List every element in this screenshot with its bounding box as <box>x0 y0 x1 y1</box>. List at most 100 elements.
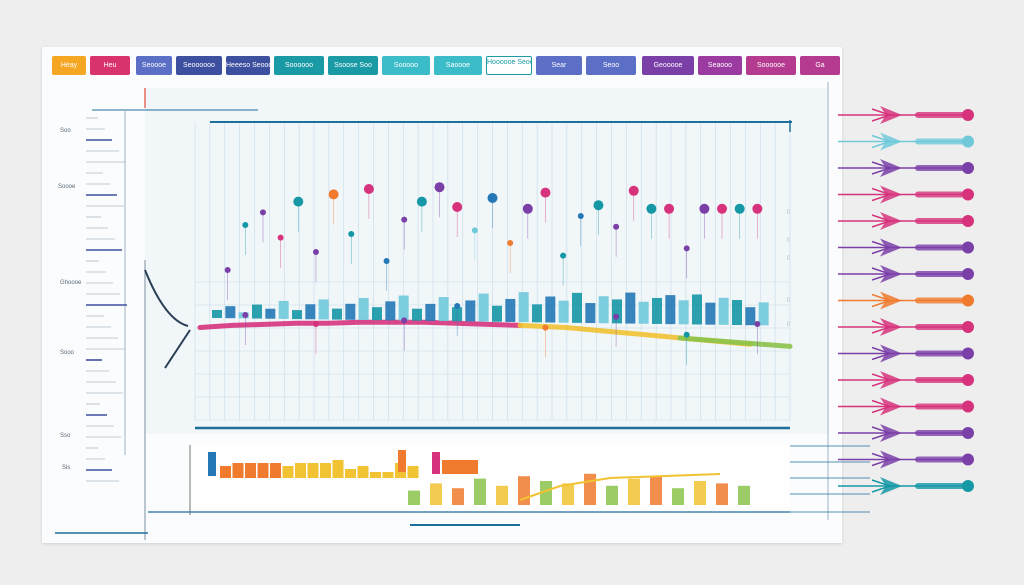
tab-12[interactable]: Geooooe <box>642 56 694 75</box>
bar <box>758 302 769 326</box>
scatter-point <box>277 234 284 241</box>
arrow-fletching-back <box>871 161 893 175</box>
lower-bar <box>345 469 356 478</box>
lower-bar-secondary <box>474 478 486 505</box>
arrow-fletching-back <box>871 267 893 281</box>
arrow-tip <box>962 374 974 386</box>
bar <box>545 296 556 323</box>
arrow-fletching-back <box>871 346 893 361</box>
arrow-tip <box>962 400 974 413</box>
trend-line-0 <box>197 319 523 330</box>
trend-line-2 <box>677 335 793 349</box>
bar <box>665 295 676 325</box>
arrow-tip <box>962 427 974 439</box>
bar <box>305 304 316 320</box>
bar <box>678 300 689 325</box>
tab-0[interactable]: Heay <box>52 56 86 75</box>
tab-14[interactable]: Soooooe <box>746 56 796 75</box>
lower-bar-accent <box>398 450 406 472</box>
tab-6[interactable]: Ssoose Soo <box>328 56 378 75</box>
y-axis-label-0: Soo <box>60 128 71 134</box>
lower-bar-accent <box>432 452 440 474</box>
arrow-bar <box>915 297 965 304</box>
tab-11[interactable]: Seoo <box>586 56 636 75</box>
bar <box>385 301 396 321</box>
lower-bar-secondary <box>496 485 508 505</box>
scatter-point <box>452 202 463 212</box>
tab-13[interactable]: Seaooo <box>698 56 742 75</box>
arrow-fletching-back <box>871 214 893 228</box>
lower-bar <box>320 463 331 478</box>
arrow-fletching-back <box>871 134 893 149</box>
y-axis-label-5: Sis <box>62 465 71 471</box>
tab-3[interactable]: Seoooooo <box>176 56 222 75</box>
lower-bar-secondary <box>716 483 728 505</box>
scatter-point <box>717 203 728 214</box>
y-axis-label-2: Ghoooe <box>60 280 82 286</box>
scatter-point <box>312 321 319 327</box>
bar <box>532 304 542 323</box>
arrow-fletching-back <box>871 320 893 334</box>
scatter-point <box>593 200 604 211</box>
arrow-bar <box>915 244 965 251</box>
arrow-bar <box>915 456 965 463</box>
scatter-point <box>628 185 639 196</box>
bar <box>518 292 529 323</box>
lower-trend <box>519 473 721 501</box>
scatter-point <box>613 313 620 320</box>
tab-15[interactable]: Ga <box>800 56 840 75</box>
lower-bar-secondary <box>584 473 596 505</box>
bar <box>318 299 329 320</box>
tab-8[interactable]: Saoooe <box>434 56 482 75</box>
arrow-tip <box>962 480 974 492</box>
lower-bar-secondary <box>540 481 552 505</box>
tab-1[interactable]: Heu <box>90 56 130 75</box>
scatter-point <box>683 331 690 338</box>
bracket-arrow <box>144 269 191 369</box>
scatter-point <box>383 258 390 264</box>
bar <box>398 295 409 321</box>
arrow-bar <box>915 403 965 410</box>
scatter-point <box>328 189 339 200</box>
bar <box>718 297 729 325</box>
lower-bar <box>232 463 244 478</box>
bar <box>585 303 596 324</box>
tab-9[interactable]: Hoooooe Seooooo <box>486 56 532 75</box>
bar <box>492 305 502 322</box>
arrow-bar <box>915 218 965 224</box>
bar <box>345 303 356 320</box>
scatter-point <box>646 203 657 214</box>
scatter-point <box>754 321 761 327</box>
scatter-point <box>522 203 533 214</box>
arrow-fletching-back <box>871 293 893 308</box>
tab-10[interactable]: Sear <box>536 56 582 75</box>
plot-background <box>145 88 829 434</box>
scatter-point <box>613 223 620 230</box>
scatter-point <box>224 267 231 273</box>
scatter-point <box>242 312 249 318</box>
bar <box>745 307 756 326</box>
tab-5[interactable]: Soooooo <box>274 56 324 75</box>
lower-bar-secondary <box>694 481 706 505</box>
arrow-fletching-back <box>871 479 893 493</box>
bar <box>252 304 262 319</box>
scatter-point <box>434 182 445 193</box>
y-axis-label-3: Sooo <box>60 350 75 356</box>
lower-bar <box>332 460 344 478</box>
scatter-point <box>577 213 584 219</box>
tab-7[interactable]: Sooooo <box>382 56 430 75</box>
bar <box>692 294 702 325</box>
tab-4[interactable]: Heeeso Seoooooo <box>226 56 270 75</box>
bar <box>705 302 716 325</box>
bar <box>652 297 662 324</box>
scatter-point <box>242 222 249 228</box>
scatter-point <box>312 249 319 255</box>
scatter-point <box>471 227 478 234</box>
tab-2[interactable]: Seoooe <box>136 56 172 75</box>
arrow-bar <box>915 324 965 330</box>
lower-bar-secondary <box>430 483 442 505</box>
lower-bar <box>382 472 394 478</box>
scatter-point <box>699 203 710 214</box>
bar <box>438 297 449 322</box>
arrow-tip <box>962 294 974 307</box>
